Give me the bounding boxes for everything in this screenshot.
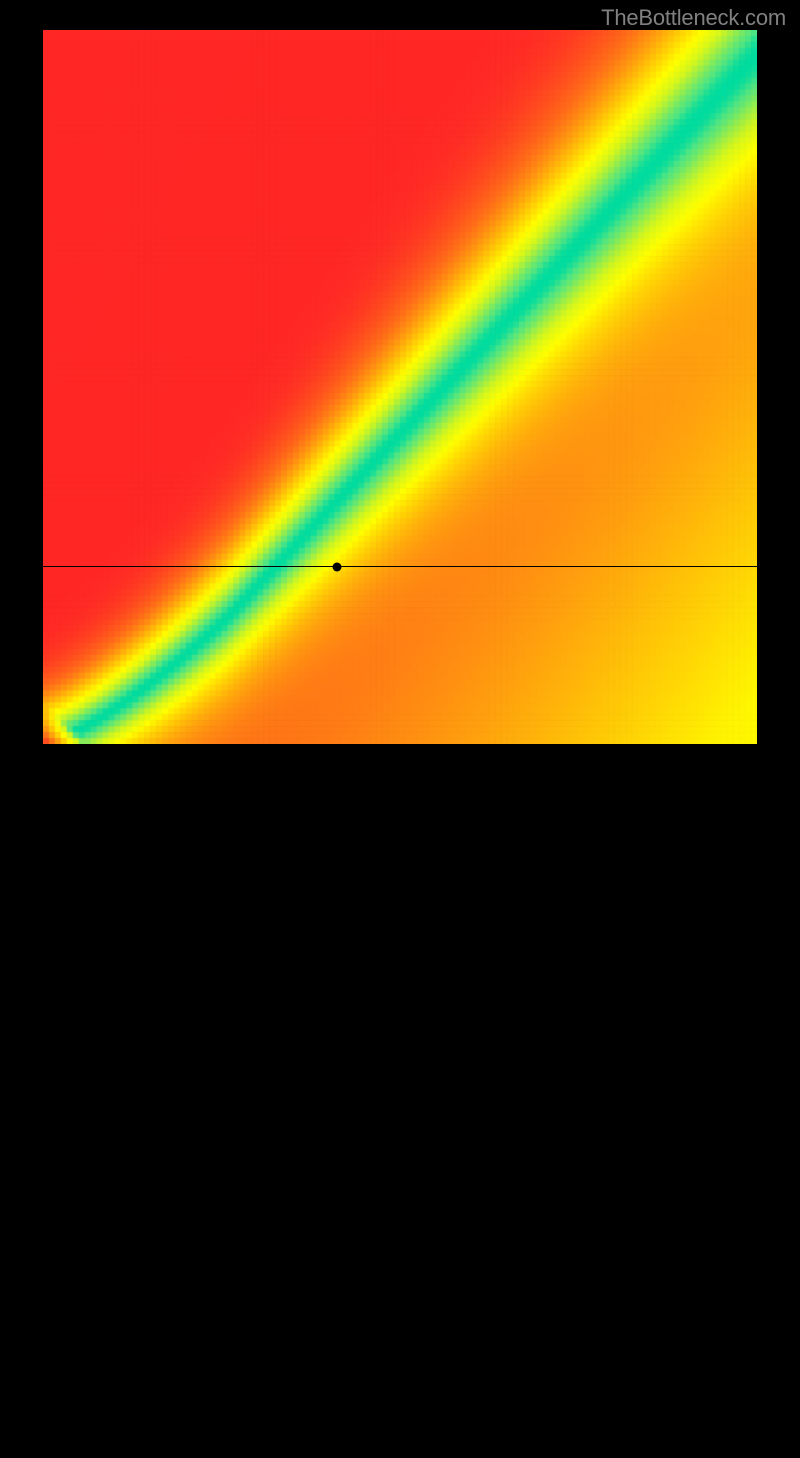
crosshair-vertical	[337, 744, 338, 1458]
crosshair-horizontal	[43, 566, 757, 567]
watermark-text: TheBottleneck.com	[601, 5, 786, 31]
heatmap-canvas	[43, 30, 757, 744]
crosshair-marker	[333, 562, 342, 571]
plot-area	[43, 30, 757, 744]
